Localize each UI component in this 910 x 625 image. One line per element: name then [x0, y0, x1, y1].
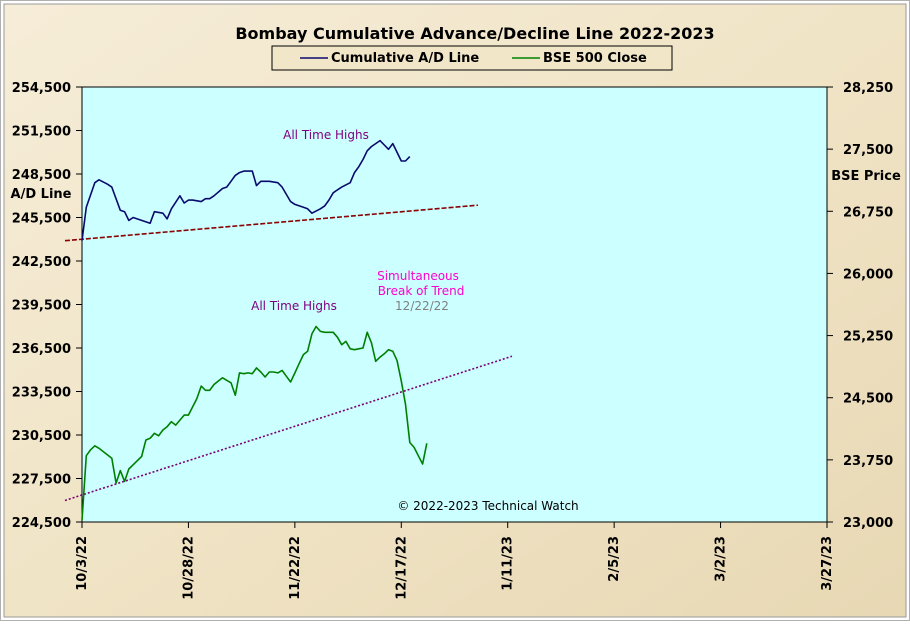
y-left-tick-label: 230,500 — [12, 429, 71, 444]
plot-area — [81, 86, 828, 523]
y-right-tick-label: 27,500 — [843, 143, 893, 158]
y-axis-left-label: A/D Line — [11, 187, 72, 202]
x-tick-label: 10/28/22 — [181, 536, 196, 600]
x-tick-label: 2/5/23 — [607, 536, 622, 582]
x-tick-label: 1/11/23 — [501, 536, 516, 591]
annotation-bse-all-time-highs: All Time Highs — [251, 299, 337, 313]
y-left-tick-label: 239,500 — [12, 299, 71, 314]
y-right-tick-label: 24,500 — [843, 392, 893, 407]
series — [81, 139, 428, 521]
y-left-tick-label: 227,500 — [12, 473, 71, 488]
x-tick-label: 11/22/22 — [288, 536, 303, 600]
annotation-break-date: 12/22/22 — [395, 299, 449, 313]
y-left-tick-label: 251,500 — [12, 125, 71, 140]
x-tick-label: 3/27/23 — [820, 536, 835, 591]
y-axis-right: 23,000 23,750 24,500 25,250 26,000 26,750 27,5… — [827, 81, 893, 531]
y-right-tick-label: 26,000 — [843, 267, 893, 282]
y-axis-right-label: BSE Price — [831, 169, 901, 184]
y-left-tick-label: 224,500 — [12, 516, 71, 531]
y-right-tick-label: 28,250 — [843, 81, 893, 96]
x-axis: 10/3/22 10/28/22 11/22/22 12/17/22 1/11/23 2/… — [75, 522, 835, 600]
x-tick-label: 3/2/23 — [714, 536, 729, 582]
y-right-tick-label: 23,000 — [843, 516, 893, 531]
annotations: All Time Highs All Time Highs Simultaneo… — [251, 128, 579, 513]
copyright-notice: © 2022-2023 Technical Watch — [397, 499, 578, 513]
annotation-ad-all-time-highs: All Time Highs — [283, 128, 369, 142]
legend-label-bse-close: BSE 500 Close — [543, 51, 647, 66]
y-left-tick-label: 242,500 — [12, 255, 71, 270]
x-tick-label: 10/3/22 — [75, 536, 90, 591]
y-right-tick-label: 25,250 — [843, 330, 893, 345]
annotation-simultaneous: Simultaneous — [377, 269, 459, 283]
y-left-tick-label: 236,500 — [12, 342, 71, 357]
legend: Cumulative A/D Line BSE 500 Close — [271, 45, 673, 71]
series-ad-line — [81, 139, 411, 241]
ad-trendline — [64, 204, 478, 242]
y-left-tick-label: 254,500 — [12, 81, 71, 96]
chart-title: Bombay Cumulative Advance/Decline Line 2… — [235, 24, 714, 43]
series-bse-close — [81, 325, 428, 521]
trendlines — [64, 204, 513, 502]
x-tick-label: 12/17/22 — [394, 536, 409, 600]
legend-box — [271, 45, 673, 71]
y-axis-left: 224,500 227,500 230,500 233,500 236,500 239,5… — [12, 81, 82, 531]
annotation-break-of-trend: Break of Trend — [378, 284, 465, 298]
y-right-tick-label: 23,750 — [843, 454, 893, 469]
y-left-tick-label: 233,500 — [12, 386, 71, 401]
y-left-tick-label: 245,500 — [12, 212, 71, 227]
legend-label-ad-line: Cumulative A/D Line — [331, 51, 479, 66]
y-left-tick-label: 248,500 — [12, 168, 71, 183]
y-right-tick-label: 26,750 — [843, 205, 893, 220]
